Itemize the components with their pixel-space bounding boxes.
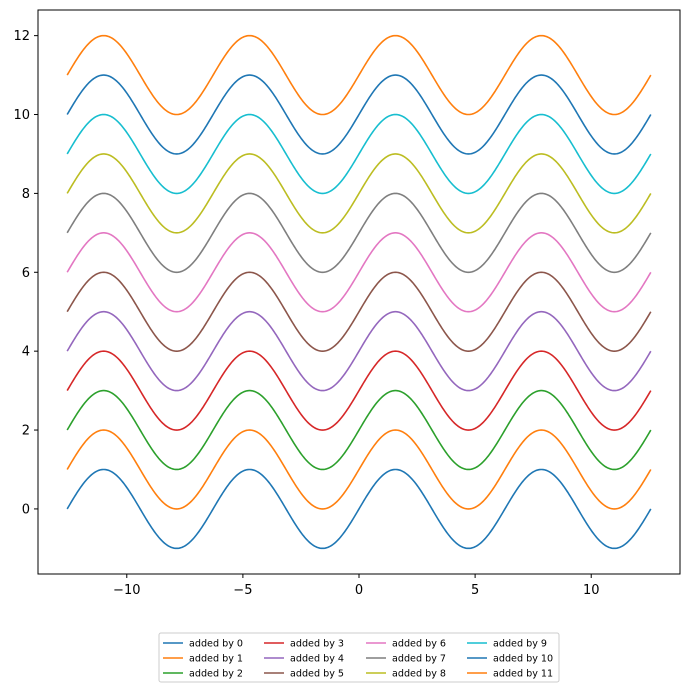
series-line-6 [66, 232, 652, 313]
y-tick-label: 12 [13, 29, 30, 44]
legend-label-6: added by 6 [392, 639, 446, 650]
y-axis: 0 2 4 6 8 10 12 [13, 29, 38, 517]
y-tick-label: 6 [22, 266, 30, 281]
y-tick-label: 4 [22, 345, 30, 360]
legend-label-3: added by 3 [290, 639, 344, 650]
series-line-3 [66, 350, 652, 431]
series-line-11 [66, 34, 652, 116]
legend-label-5: added by 5 [290, 669, 344, 680]
legend-label-10: added by 10 [493, 654, 553, 665]
legend-label-7: added by 7 [392, 654, 446, 665]
series-line-7 [66, 192, 652, 274]
series-line-2 [66, 389, 652, 471]
legend-label-11: added by 11 [493, 669, 553, 680]
series-line-5 [66, 271, 652, 352]
legend: added by 0 added by 1 added by 2 added by 3… [158, 632, 560, 683]
series-line-8 [66, 153, 652, 234]
x-tick-label: 0 [355, 583, 363, 598]
y-tick-label: 0 [22, 502, 30, 517]
y-tick-label: 2 [22, 424, 30, 439]
legend-label-9: added by 9 [493, 639, 547, 650]
legend-label-8: added by 8 [392, 669, 446, 680]
series-line-10 [66, 74, 652, 155]
series-line-1 [66, 429, 652, 510]
x-tick-label: 10 [583, 583, 600, 598]
legend-label-0: added by 0 [189, 639, 243, 650]
legend-box [158, 632, 560, 683]
legend-label-2: added by 2 [189, 669, 243, 680]
x-tick-label: 5 [471, 583, 479, 598]
legend-label-1: added by 1 [189, 654, 243, 665]
x-tick-label: −10 [113, 583, 140, 598]
x-tick-label: −5 [233, 583, 252, 598]
x-axis: −10 −5 0 5 10 [113, 574, 599, 598]
series-line-4 [66, 310, 652, 392]
legend-label-4: added by 4 [290, 654, 344, 665]
series-line-0 [66, 468, 652, 550]
series-layer [66, 34, 652, 550]
series-line-9 [66, 113, 652, 195]
y-tick-label: 8 [22, 187, 30, 202]
y-tick-label: 10 [13, 108, 30, 123]
axes-frame [37, 9, 681, 575]
